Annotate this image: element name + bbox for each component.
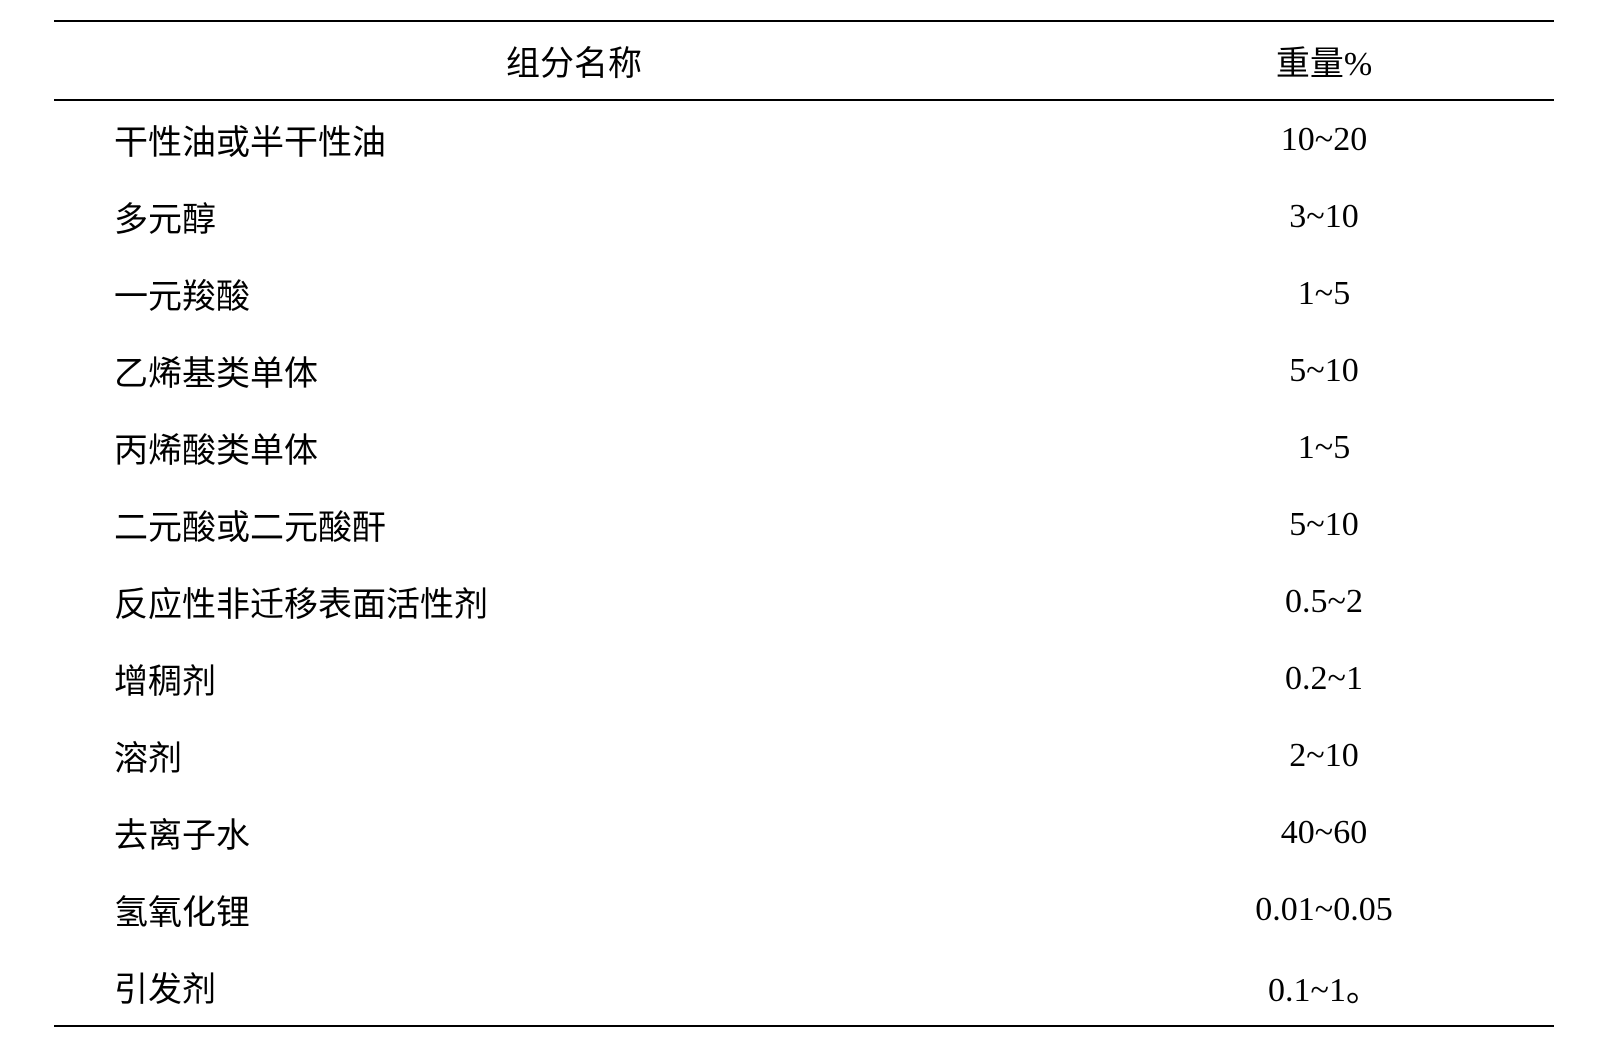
cell-component-name: 乙烯基类单体 — [54, 332, 1094, 409]
cell-component-name: 多元醇 — [54, 178, 1094, 255]
cell-weight: 5~10 — [1094, 332, 1554, 409]
table-row: 溶剂 2~10 — [54, 717, 1554, 794]
cell-weight: 0.1~1。 — [1094, 948, 1554, 1026]
table-row: 氢氧化锂 0.01~0.05 — [54, 871, 1554, 948]
cell-weight: 1~5 — [1094, 255, 1554, 332]
cell-component-name: 增稠剂 — [54, 640, 1094, 717]
cell-weight: 0.01~0.05 — [1094, 871, 1554, 948]
header-weight-percent: 重量% — [1094, 21, 1554, 100]
table-row: 一元羧酸 1~5 — [54, 255, 1554, 332]
cell-component-name: 反应性非迁移表面活性剂 — [54, 563, 1094, 640]
cell-component-name: 氢氧化锂 — [54, 871, 1094, 948]
cell-component-name: 引发剂 — [54, 948, 1094, 1026]
table-row: 丙烯酸类单体 1~5 — [54, 409, 1554, 486]
cell-weight: 2~10 — [1094, 717, 1554, 794]
cell-component-name: 二元酸或二元酸酐 — [54, 486, 1094, 563]
cell-component-name: 一元羧酸 — [54, 255, 1094, 332]
cell-weight: 0.2~1 — [1094, 640, 1554, 717]
cell-weight: 3~10 — [1094, 178, 1554, 255]
table-row: 干性油或半干性油 10~20 — [54, 100, 1554, 178]
cell-component-name: 干性油或半干性油 — [54, 100, 1094, 178]
cell-weight: 0.5~2 — [1094, 563, 1554, 640]
table-row: 增稠剂 0.2~1 — [54, 640, 1554, 717]
cell-weight: 5~10 — [1094, 486, 1554, 563]
table-row: 反应性非迁移表面活性剂 0.5~2 — [54, 563, 1554, 640]
cell-weight: 40~60 — [1094, 794, 1554, 871]
table-row: 多元醇 3~10 — [54, 178, 1554, 255]
header-component-name: 组分名称 — [54, 21, 1094, 100]
table-row: 引发剂 0.1~1。 — [54, 948, 1554, 1026]
composition-table: 组分名称 重量% 干性油或半干性油 10~20 多元醇 3~10 一元羧酸 1~… — [54, 20, 1554, 1027]
table-row: 乙烯基类单体 5~10 — [54, 332, 1554, 409]
cell-weight: 1~5 — [1094, 409, 1554, 486]
cell-component-name: 丙烯酸类单体 — [54, 409, 1094, 486]
cell-weight: 10~20 — [1094, 100, 1554, 178]
composition-table-container: 组分名称 重量% 干性油或半干性油 10~20 多元醇 3~10 一元羧酸 1~… — [54, 20, 1554, 1027]
cell-component-name: 去离子水 — [54, 794, 1094, 871]
table-row: 二元酸或二元酸酐 5~10 — [54, 486, 1554, 563]
table-row: 去离子水 40~60 — [54, 794, 1554, 871]
table-header-row: 组分名称 重量% — [54, 21, 1554, 100]
cell-component-name: 溶剂 — [54, 717, 1094, 794]
